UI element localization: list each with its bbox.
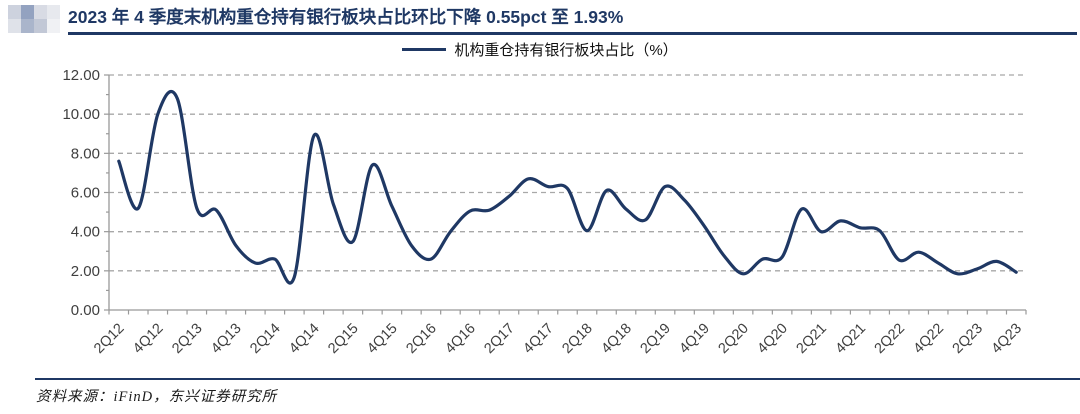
x-tick-label: 4Q14	[286, 321, 322, 357]
legend-line-swatch	[402, 47, 447, 51]
x-tick-label: 4Q13	[208, 321, 244, 357]
x-tick-label: 4Q16	[442, 321, 478, 357]
x-tick-label: 2Q14	[247, 321, 283, 357]
y-tick-label: 2.00	[71, 263, 100, 280]
x-tick-label: 2Q17	[481, 321, 517, 357]
x-tick-label: 4Q15	[364, 321, 400, 357]
x-tick-label: 4Q19	[676, 321, 712, 357]
x-tick-label: 2Q23	[950, 321, 986, 357]
title-underline	[68, 32, 1077, 35]
x-tick-label: 2Q15	[325, 321, 361, 357]
x-tick-label: 2Q20	[716, 321, 752, 357]
x-tick-label: 2Q18	[559, 321, 595, 357]
x-tick-label: 2Q13	[169, 321, 205, 357]
series-line	[117, 90, 1018, 285]
x-tick-label: 4Q21	[833, 321, 869, 357]
source-note: 资料来源：iFinD，东兴证券研究所	[36, 389, 278, 405]
x-tick-label: 4Q20	[755, 321, 791, 357]
x-tick-label: 4Q17	[520, 321, 556, 357]
chart-legend: 机构重仓持有银行板块占比（%）	[0, 38, 1080, 60]
footer-divider	[35, 378, 1080, 380]
y-tick-label: 10.00	[62, 106, 100, 123]
figure-title: 2023 年 4 季度末机构重仓持有银行板块占比环比下降 0.55pct 至 1…	[68, 7, 624, 27]
x-tick-label: 2Q16	[403, 321, 439, 357]
y-tick-label: 6.00	[71, 185, 100, 202]
x-tick-label: 4Q18	[598, 321, 634, 357]
y-tick-label: 8.00	[71, 145, 100, 162]
x-tick-label: 4Q23	[989, 321, 1025, 357]
x-tick-label: 2Q22	[872, 321, 908, 357]
chart-area: 0.00 2.00 4.00 6.00 8.00 10.00 12.00 2Q12 4Q12 2Q…	[0, 60, 1080, 372]
x-tick-label: 2Q12	[91, 321, 127, 357]
y-tick-label: 4.00	[71, 224, 100, 241]
x-tick-label: 4Q12	[130, 321, 166, 357]
y-tick-label: 12.00	[62, 67, 100, 84]
x-tick-label: 2Q19	[637, 321, 673, 357]
redacted-figure-number	[8, 5, 60, 33]
x-tick-label: 4Q22	[911, 321, 947, 357]
x-tick-label: 2Q21	[794, 321, 830, 357]
y-tick-label: 0.00	[71, 302, 100, 319]
legend-label: 机构重仓持有银行板块占比（%）	[454, 41, 678, 59]
